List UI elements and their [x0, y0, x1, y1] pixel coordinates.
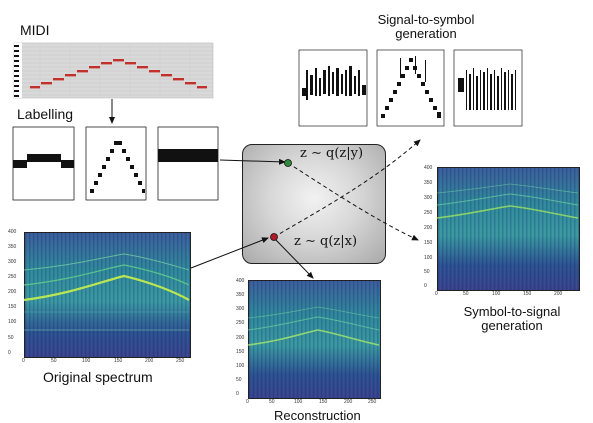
reconstruction-plot: [248, 280, 381, 399]
xtick: 200: [145, 358, 154, 364]
ytick: 250: [8, 274, 17, 280]
xtick: 100: [492, 291, 501, 297]
ytick: 100: [8, 319, 17, 325]
reconstruction-yticks: 400 350 300 250 200 150 100 50 0: [236, 278, 248, 400]
ytick: 0: [236, 391, 239, 397]
symbol-to-signal-yticks: 400 350 300 250 200 150 100 50 0: [424, 165, 436, 293]
ytick: 150: [8, 304, 17, 310]
xtick: 250: [176, 358, 185, 364]
ytick: 50: [236, 377, 242, 383]
xtick: 100: [294, 399, 303, 405]
ytick: 250: [424, 210, 433, 216]
xtick: 50: [463, 291, 469, 297]
original-spectrum-yticks: 400 350 300 250 200 150 100 50 0: [8, 229, 22, 359]
symbol-to-signal-plot: [437, 167, 580, 291]
ytick: 150: [424, 240, 433, 246]
ytick: 400: [424, 165, 433, 171]
symbol-to-signal-label: Symbol-to-signal generation: [463, 304, 561, 334]
xtick: 150: [319, 399, 328, 405]
original-spectrum-plot: [24, 232, 191, 358]
ytick: 50: [8, 335, 14, 341]
symbol-to-signal-xticks: 0 50 100 150 200: [435, 291, 585, 299]
ytick: 300: [236, 306, 245, 312]
ytick: 350: [236, 292, 245, 298]
ytick: 200: [8, 289, 17, 295]
ytick: 300: [424, 195, 433, 201]
ytick: 200: [236, 335, 245, 341]
reconstruction-xticks: 0 50 100 150 200 250: [246, 399, 386, 407]
ytick: 0: [424, 283, 427, 289]
xtick: 150: [523, 291, 532, 297]
ytick: 350: [8, 244, 17, 250]
xtick: 0: [246, 399, 249, 405]
xtick: 100: [82, 358, 91, 364]
xtick: 250: [368, 399, 377, 405]
xtick: 0: [22, 358, 25, 364]
reconstruction-label: Reconstruction: [274, 408, 361, 423]
xtick: 200: [554, 291, 563, 297]
ytick: 200: [424, 225, 433, 231]
xtick: 50: [269, 399, 275, 405]
original-spectrum-xticks: 0 50 100 150 200 250: [22, 358, 192, 366]
ytick: 0: [8, 350, 11, 356]
ytick: 150: [236, 349, 245, 355]
xtick: 200: [344, 399, 353, 405]
xtick: 0: [435, 291, 438, 297]
xtick: 150: [114, 358, 123, 364]
ytick: 400: [236, 278, 245, 284]
ytick: 100: [236, 363, 245, 369]
original-spectrum-label: Original spectrum: [43, 369, 153, 385]
midi-label: MIDI: [20, 22, 50, 38]
xtick: 50: [51, 358, 57, 364]
ytick: 250: [236, 320, 245, 326]
signal-to-symbol-label: Signal-to-symbol generation: [377, 12, 475, 42]
ytick: 100: [424, 255, 433, 261]
ytick: 350: [424, 180, 433, 186]
ytick: 400: [8, 229, 17, 235]
latent-posterior-x: z ∼ q(z|x): [294, 234, 358, 249]
labelling-label: Labelling: [17, 106, 74, 122]
ytick: 50: [424, 269, 430, 275]
latent-posterior-y: z ∼ q(z|y): [300, 146, 364, 161]
ytick: 300: [8, 259, 17, 265]
